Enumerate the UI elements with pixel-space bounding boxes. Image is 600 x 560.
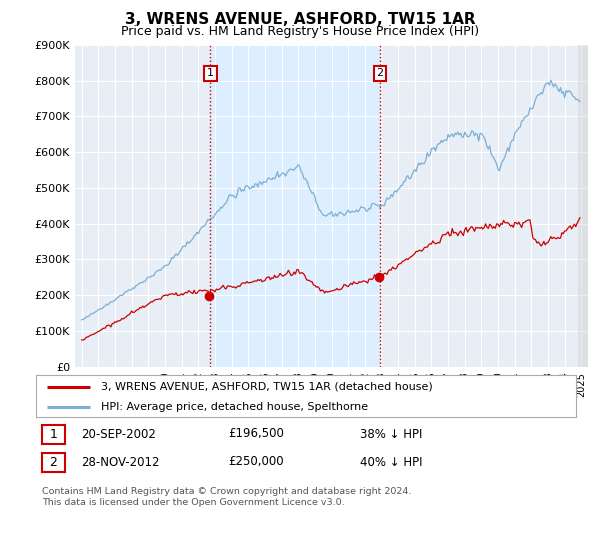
Text: 3, WRENS AVENUE, ASHFORD, TW15 1AR: 3, WRENS AVENUE, ASHFORD, TW15 1AR xyxy=(125,12,475,27)
Text: 2: 2 xyxy=(376,68,383,78)
Text: Contains HM Land Registry data © Crown copyright and database right 2024.
This d: Contains HM Land Registry data © Crown c… xyxy=(42,487,412,507)
Text: 40% ↓ HPI: 40% ↓ HPI xyxy=(360,455,422,469)
Text: 28-NOV-2012: 28-NOV-2012 xyxy=(81,455,160,469)
Text: £250,000: £250,000 xyxy=(228,455,284,469)
Bar xyxy=(210,45,380,367)
Text: 20-SEP-2002: 20-SEP-2002 xyxy=(81,427,156,441)
Text: 1: 1 xyxy=(207,68,214,78)
Text: 38% ↓ HPI: 38% ↓ HPI xyxy=(360,427,422,441)
Text: 2: 2 xyxy=(49,456,58,469)
Text: 1: 1 xyxy=(49,428,58,441)
Text: HPI: Average price, detached house, Spelthorne: HPI: Average price, detached house, Spel… xyxy=(101,402,368,412)
Text: 3, WRENS AVENUE, ASHFORD, TW15 1AR (detached house): 3, WRENS AVENUE, ASHFORD, TW15 1AR (deta… xyxy=(101,382,433,392)
Text: Price paid vs. HM Land Registry's House Price Index (HPI): Price paid vs. HM Land Registry's House … xyxy=(121,25,479,38)
Text: £196,500: £196,500 xyxy=(228,427,284,441)
